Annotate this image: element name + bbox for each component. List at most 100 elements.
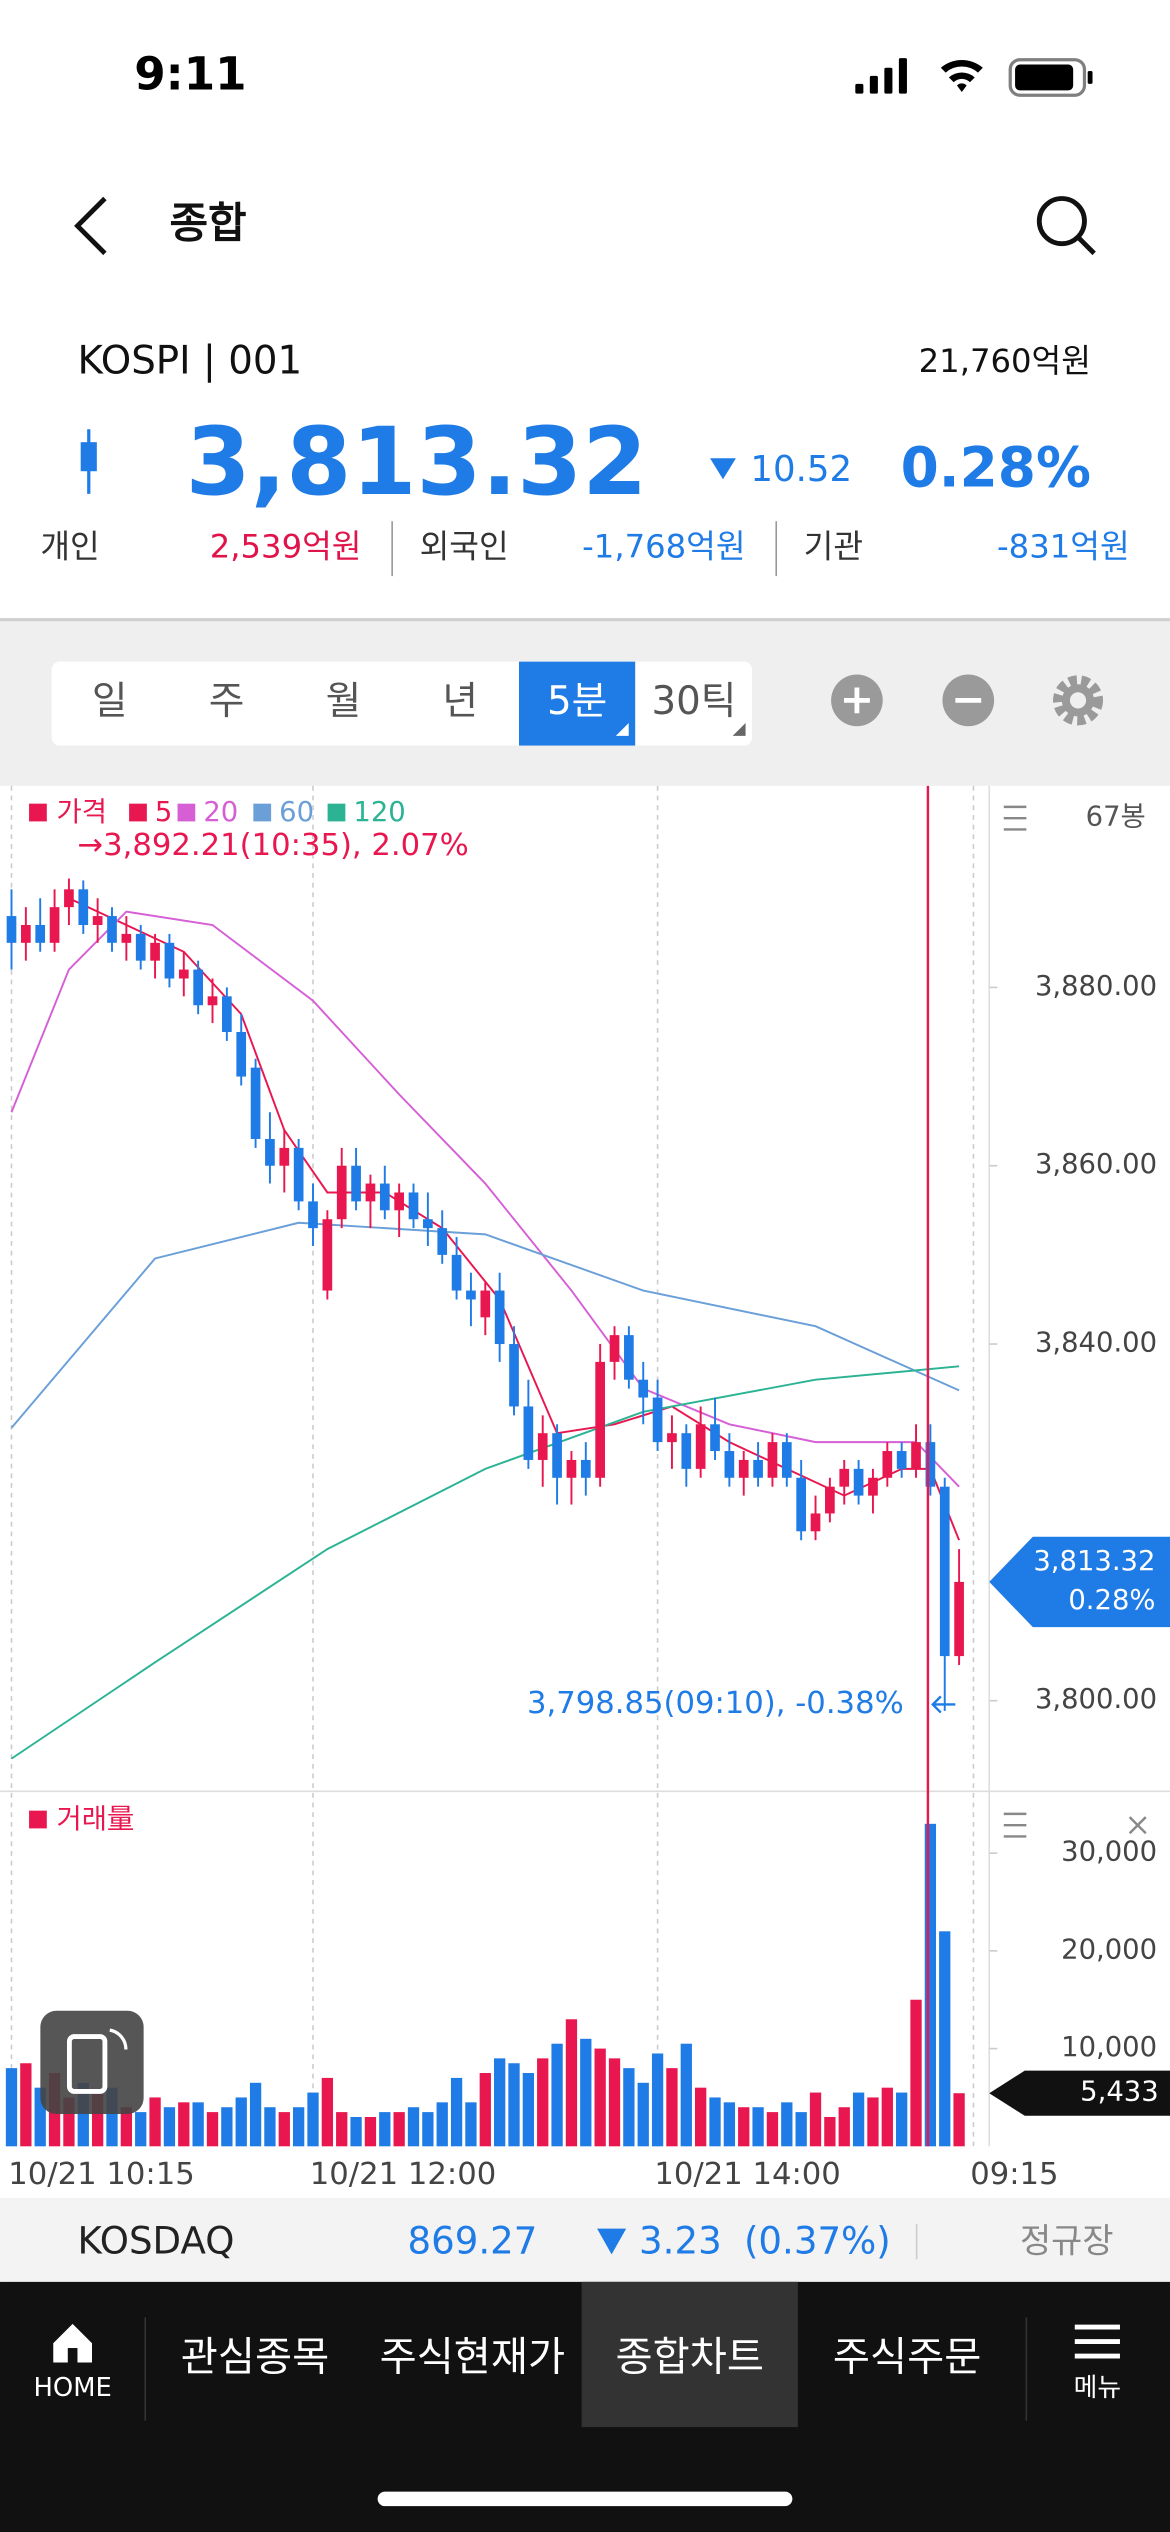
period-tab[interactable]: 주 [209, 679, 245, 724]
page-title: 종합 [169, 198, 246, 247]
candle-body [667, 1433, 677, 1443]
close-pane[interactable] [1128, 1816, 1147, 1835]
kosdaq-change-rate: (0.37%) [744, 2220, 891, 2263]
period-tab[interactable]: 일 [92, 679, 128, 724]
x-tick-label: 09:15 [970, 2157, 1058, 2192]
candle-body [710, 1424, 720, 1452]
price-tag [989, 1536, 1170, 1628]
status-icons [855, 58, 1093, 97]
volume-bar [278, 2112, 290, 2147]
volume-bar [178, 2102, 190, 2147]
status-time: 9:11 [134, 47, 246, 100]
candle-body [293, 1147, 304, 1202]
volume-bar [292, 2107, 305, 2147]
candle-body [624, 1335, 634, 1380]
volume-bar [651, 2053, 664, 2147]
down-arrow [710, 458, 736, 480]
menu-button[interactable]: 메뉴 [1074, 2324, 1122, 2403]
settings-button[interactable] [1052, 675, 1104, 726]
active-tab-bg [518, 661, 636, 746]
volume-bar [149, 2097, 161, 2147]
volume-bar [723, 2102, 736, 2147]
candle-body [236, 1031, 247, 1077]
y-tick-label: 3,880.00 [1035, 971, 1157, 1002]
candle-body [781, 1442, 792, 1478]
volume-bar [781, 2102, 793, 2147]
legend-swatch [129, 803, 147, 822]
volume-bar [608, 2058, 621, 2147]
candle-count: 67봉 [1086, 802, 1146, 833]
candle-body [580, 1459, 591, 1478]
high-note: →3,892.21(10:35), 2.07% [77, 828, 468, 863]
volume-bar [206, 2112, 219, 2147]
period-tab[interactable]: 년 [442, 679, 478, 724]
index-price: 3,813.32 [186, 408, 648, 517]
candle-body [523, 1406, 534, 1460]
volume-bar [465, 2102, 477, 2147]
volume-bar [795, 2112, 807, 2147]
low-arrow [931, 1695, 956, 1714]
candle-body [6, 916, 17, 943]
candle-body [681, 1433, 692, 1469]
period-tab[interactable]: 5분 [547, 679, 607, 724]
tab-corner [615, 722, 629, 736]
period-tabs [51, 661, 753, 746]
zoom-out-button[interactable] [942, 674, 995, 727]
index-change-rate: 0.28% [901, 435, 1091, 499]
rotate-button[interactable] [40, 2010, 144, 2115]
candle-body [638, 1379, 649, 1398]
candle-body [193, 969, 203, 1006]
volume-bar [594, 2048, 606, 2147]
index-change: 10.52 [750, 449, 852, 490]
volume-bar [709, 2097, 721, 2147]
volume-bar [91, 2092, 104, 2147]
active-nav-bg [581, 2281, 798, 2428]
legend-swatch [29, 803, 47, 822]
investor-label: 기관 [804, 528, 863, 566]
volume-bar [336, 2112, 348, 2147]
candle-body [408, 1192, 419, 1220]
volume-bar [924, 1823, 937, 2147]
index-amount: 21,760억원 [919, 342, 1091, 380]
candle-body [135, 933, 146, 961]
volume-bar [680, 2043, 692, 2147]
candle-body [250, 1067, 261, 1139]
volume-bar [867, 2097, 879, 2147]
volume-bar [235, 2097, 247, 2147]
nav-item[interactable]: 관심종목 [181, 2333, 329, 2380]
volume-tag [989, 2070, 1170, 2116]
y-tick-label: 3,860.00 [1035, 1149, 1157, 1180]
legend-swatch [29, 1810, 47, 1829]
price-tag-label: 3,813.32 [1033, 1546, 1155, 1577]
home-indicator [377, 2491, 793, 2507]
nav-item[interactable]: 주식주문 [833, 2333, 981, 2380]
y-tick-label: 30,000 [1061, 1837, 1157, 1868]
zoom-in-button[interactable] [831, 674, 883, 727]
period-tab[interactable]: 월 [326, 679, 362, 724]
nav-item[interactable]: 종합차트 [616, 2333, 764, 2380]
x-tick-label: 10/21 14:00 [654, 2157, 840, 2192]
volume-bar [450, 2077, 463, 2147]
search-button[interactable] [1036, 196, 1096, 256]
volume-bar [249, 2082, 262, 2147]
candle-body [49, 907, 60, 943]
x-tick-label: 10/21 12:00 [310, 2157, 496, 2192]
home-button[interactable]: HOME [33, 2323, 112, 2403]
volume-title: 거래量 [56, 1804, 134, 1835]
ma-line [10, 1365, 960, 1760]
pane-menu[interactable] [1003, 805, 1027, 1838]
nav-item[interactable]: 주식현재가 [380, 2333, 566, 2380]
volume-bar [422, 2112, 434, 2147]
volume-bar [738, 2107, 750, 2147]
candle-body [925, 1442, 936, 1487]
volume-bar [34, 2087, 46, 2147]
candle-body [509, 1344, 519, 1407]
volume-bar [910, 1999, 922, 2147]
volume-bar [264, 2107, 276, 2147]
back-button[interactable] [74, 196, 107, 256]
volume-bar [896, 2092, 908, 2147]
volume-bar [623, 2068, 635, 2147]
candle-body [868, 1477, 878, 1496]
period-tab[interactable]: 30틱 [651, 679, 736, 724]
